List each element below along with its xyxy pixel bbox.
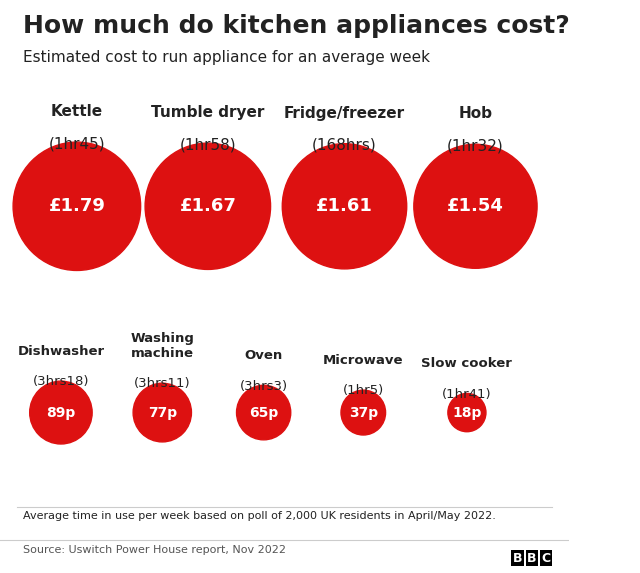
Text: Average time in use per week based on poll of 2,000 UK residents in April/May 20: Average time in use per week based on po… <box>23 511 495 521</box>
Text: £1.67: £1.67 <box>179 197 236 215</box>
Text: B: B <box>513 552 522 564</box>
Text: Source: Uswitch Power House report, Nov 2022: Source: Uswitch Power House report, Nov … <box>23 545 286 555</box>
Text: (1hr58): (1hr58) <box>180 138 236 152</box>
Text: Hob: Hob <box>458 107 492 121</box>
Text: 89p: 89p <box>46 406 76 419</box>
Circle shape <box>448 394 486 431</box>
Text: £1.54: £1.54 <box>447 197 504 215</box>
Text: Washing
machine: Washing machine <box>131 332 194 360</box>
Text: Slow cooker: Slow cooker <box>422 358 513 371</box>
Text: (168hrs): (168hrs) <box>312 138 377 153</box>
Text: C: C <box>541 552 550 564</box>
Text: (3hrs18): (3hrs18) <box>33 375 89 388</box>
Text: (3hrs11): (3hrs11) <box>134 378 191 390</box>
Text: Tumble dryer: Tumble dryer <box>151 105 264 120</box>
Text: 77p: 77p <box>148 406 177 419</box>
Text: £1.79: £1.79 <box>49 197 106 215</box>
Text: Fridge/freezer: Fridge/freezer <box>284 106 405 121</box>
Text: (1hr32): (1hr32) <box>447 139 504 154</box>
Text: Microwave: Microwave <box>323 354 404 367</box>
Text: 18p: 18p <box>452 406 482 419</box>
Text: Oven: Oven <box>244 350 283 362</box>
Text: (1hr45): (1hr45) <box>49 136 105 151</box>
Text: B: B <box>527 552 536 564</box>
Circle shape <box>13 142 141 270</box>
Text: Kettle: Kettle <box>51 104 103 119</box>
Text: Estimated cost to run appliance for an average week: Estimated cost to run appliance for an a… <box>23 50 430 65</box>
Circle shape <box>237 385 291 440</box>
Circle shape <box>341 390 385 435</box>
FancyBboxPatch shape <box>525 550 538 566</box>
Circle shape <box>29 381 92 444</box>
Text: 37p: 37p <box>349 406 378 419</box>
Text: (3hrs3): (3hrs3) <box>239 379 288 393</box>
FancyBboxPatch shape <box>511 550 524 566</box>
Text: How much do kitchen appliances cost?: How much do kitchen appliances cost? <box>23 14 570 38</box>
Text: £1.61: £1.61 <box>316 197 373 215</box>
Text: (1hr41): (1hr41) <box>442 388 492 401</box>
Circle shape <box>414 144 537 268</box>
Text: (1hr5): (1hr5) <box>342 384 384 398</box>
Circle shape <box>145 143 271 269</box>
Text: Dishwasher: Dishwasher <box>17 345 104 358</box>
Text: 65p: 65p <box>249 406 278 419</box>
Circle shape <box>133 383 191 442</box>
FancyBboxPatch shape <box>540 550 552 566</box>
Circle shape <box>282 144 407 269</box>
